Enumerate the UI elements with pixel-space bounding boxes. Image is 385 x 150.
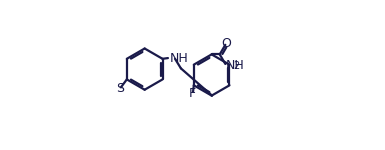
Text: NH: NH [170, 52, 189, 64]
Text: O: O [221, 37, 231, 50]
Text: S: S [116, 82, 124, 95]
Text: F: F [189, 87, 196, 100]
Text: NH: NH [226, 59, 245, 72]
Text: 2: 2 [234, 61, 240, 71]
